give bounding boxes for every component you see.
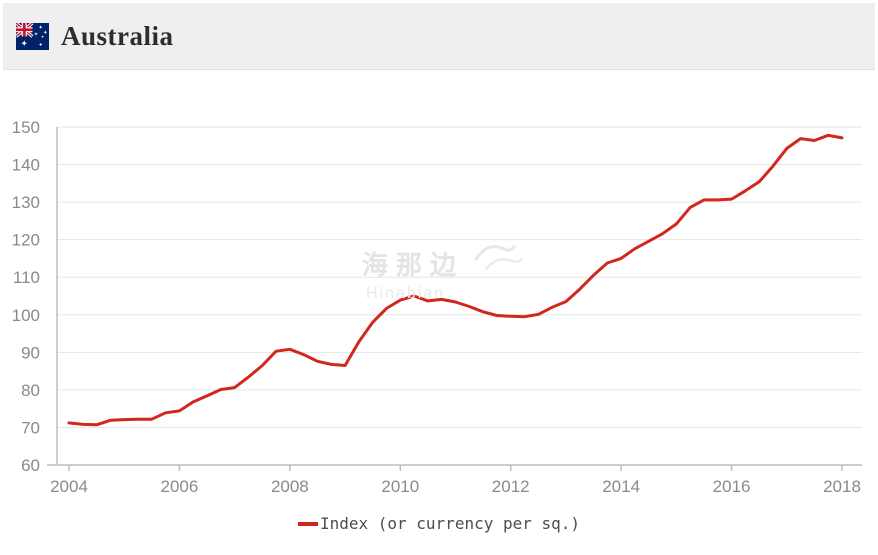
svg-text:2006: 2006	[161, 477, 199, 496]
svg-text:2018: 2018	[823, 477, 861, 496]
svg-text:140: 140	[12, 156, 40, 175]
legend-label: Index (or currency per sq.)	[319, 514, 581, 533]
svg-text:100: 100	[12, 306, 40, 325]
svg-text:2016: 2016	[713, 477, 751, 496]
chart-canvas: 60 70 80 90 100 110 120 130 140 150 2004 2006 2008 20…	[12, 118, 862, 496]
svg-text:110: 110	[13, 268, 40, 287]
svg-text:80: 80	[21, 381, 40, 400]
svg-text:150: 150	[12, 118, 40, 137]
svg-text:120: 120	[12, 231, 40, 250]
legend-line-marker	[297, 521, 318, 526]
line-chart: 60 70 80 90 100 110 120 130 140 150 2004 2006 2008 20…	[0, 80, 878, 510]
svg-text:2008: 2008	[271, 477, 309, 496]
svg-text:130: 130	[12, 193, 40, 212]
australia-flag-icon	[14, 21, 49, 50]
svg-text:2014: 2014	[602, 477, 640, 496]
svg-text:70: 70	[21, 418, 40, 437]
svg-text:90: 90	[21, 343, 40, 362]
chart-legend: Index (or currency per sq.)	[0, 514, 878, 533]
svg-text:2004: 2004	[50, 477, 88, 496]
svg-text:60: 60	[21, 456, 40, 475]
svg-text:2010: 2010	[381, 477, 419, 496]
page-title: Australia	[61, 20, 174, 51]
header: Australia	[3, 3, 875, 70]
svg-text:2012: 2012	[492, 477, 530, 496]
